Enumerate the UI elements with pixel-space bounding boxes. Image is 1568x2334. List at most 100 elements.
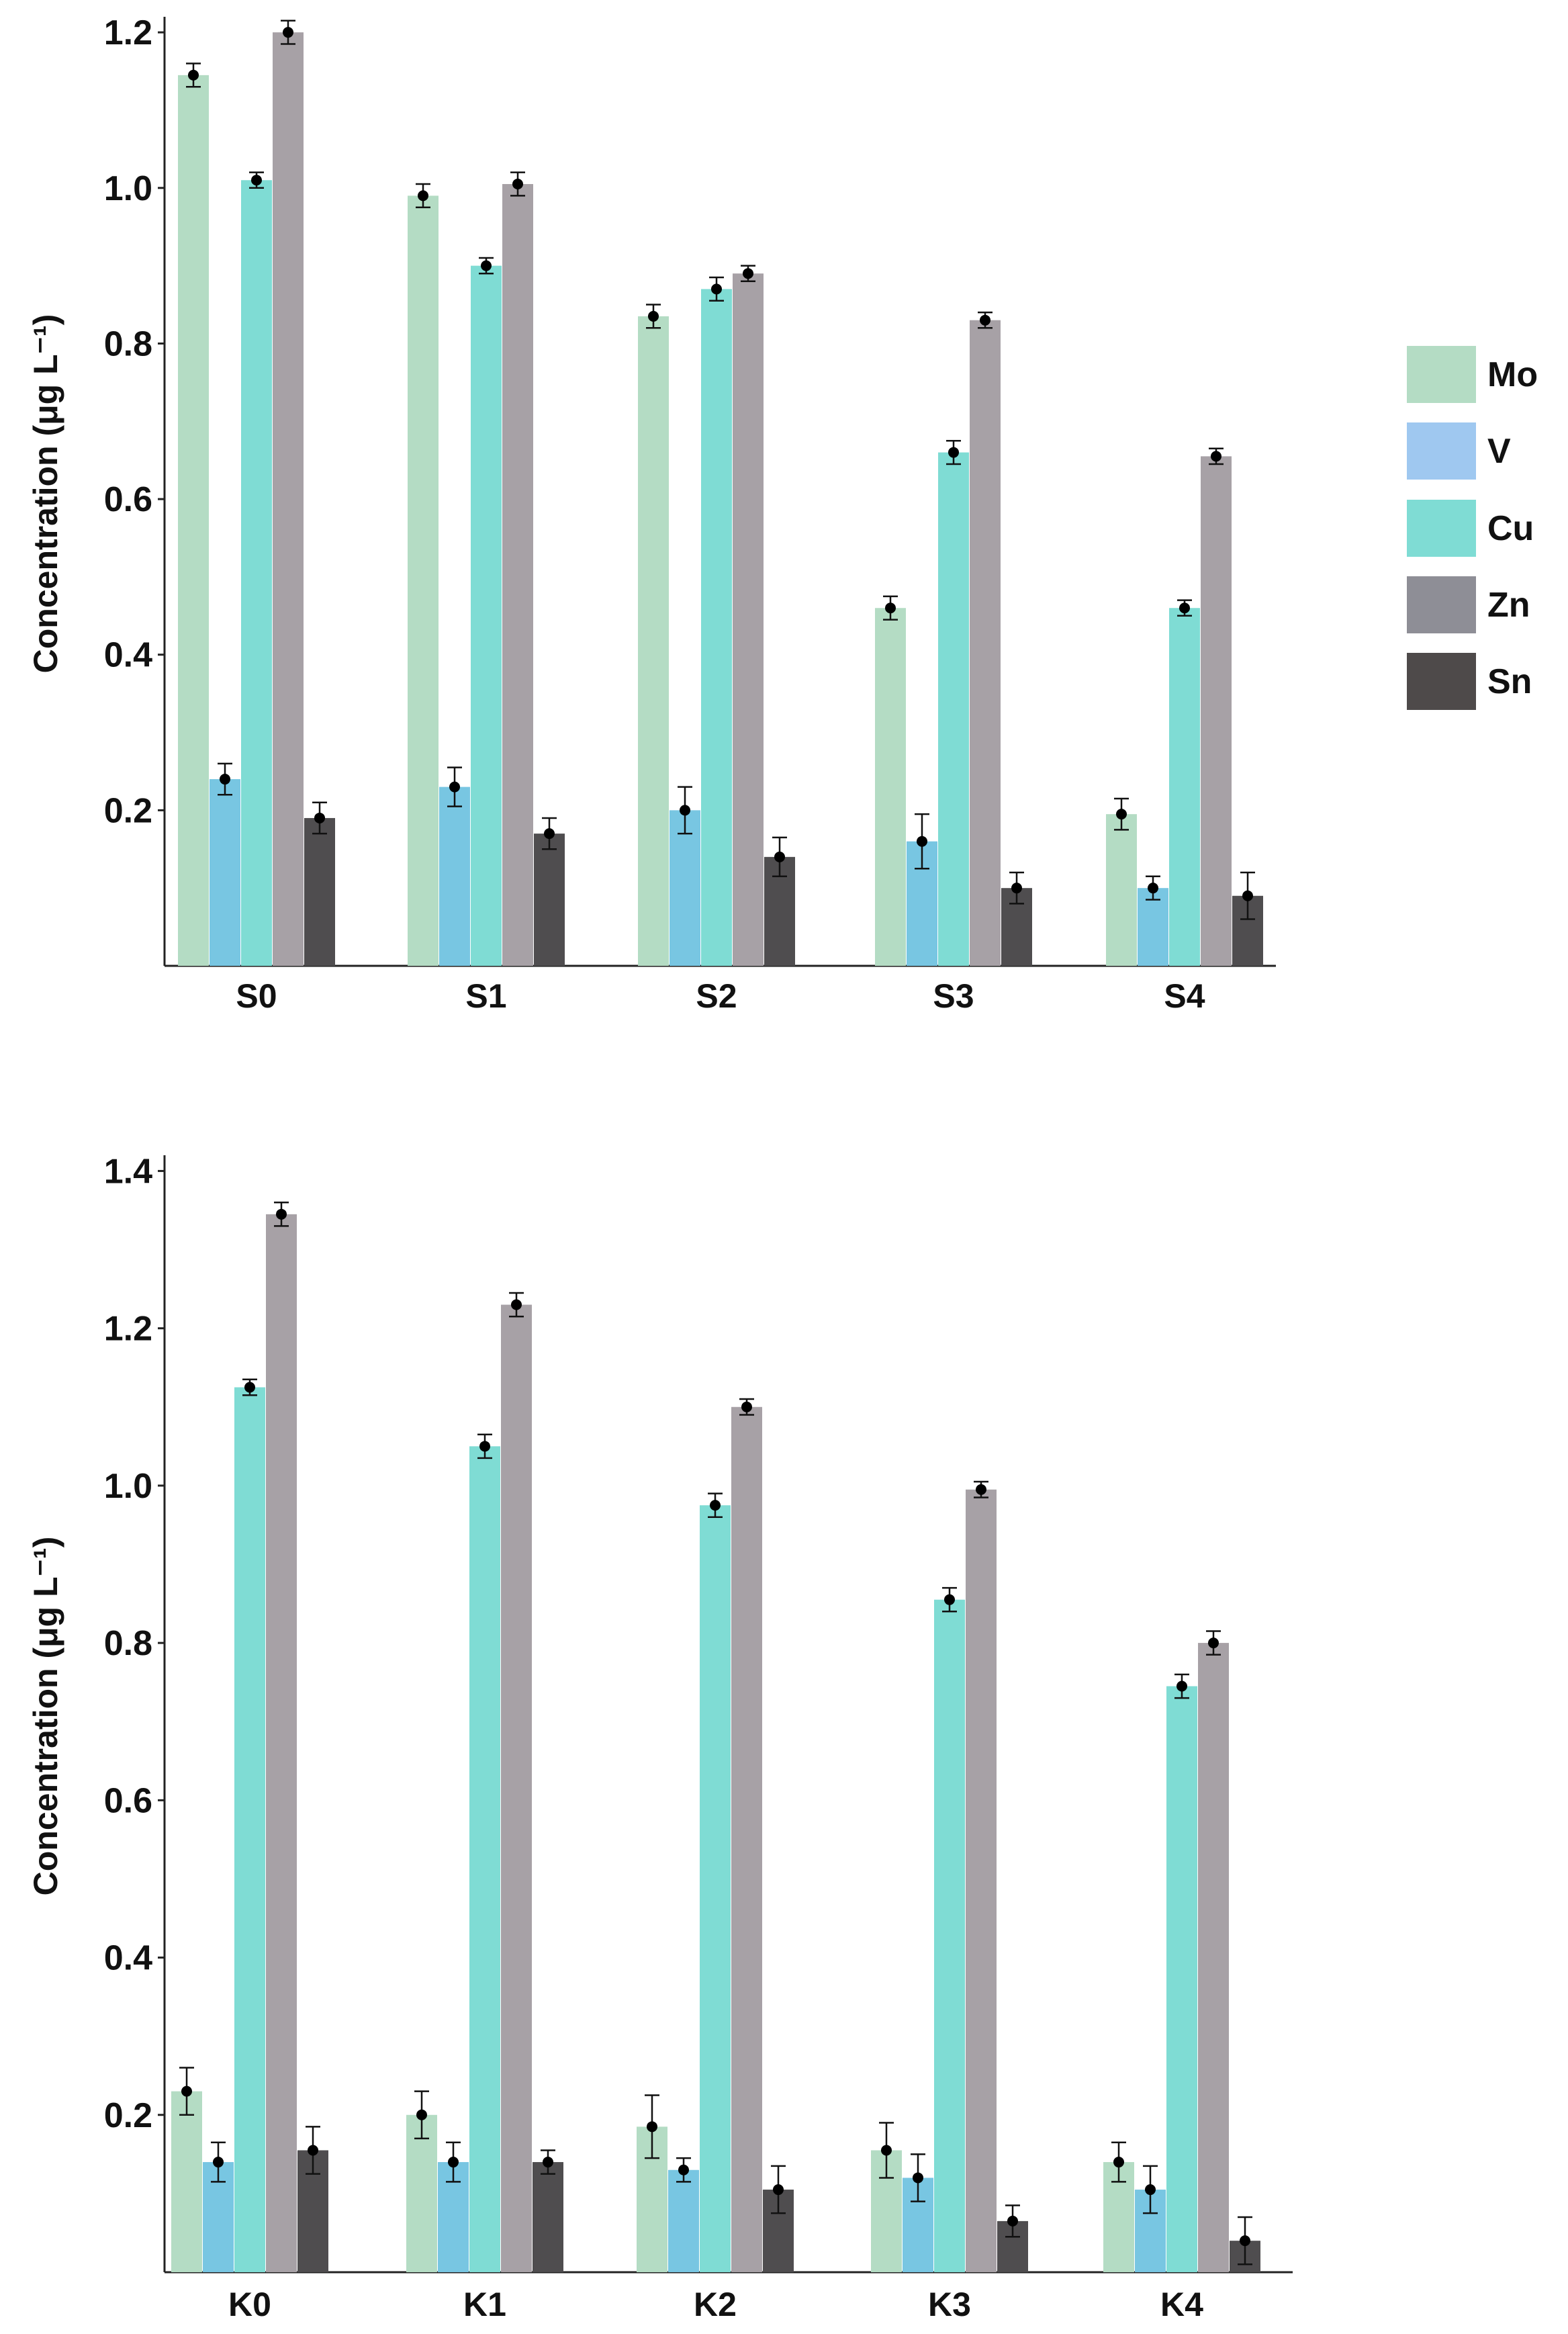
y-tick-label: 1.4 bbox=[104, 1152, 152, 1191]
point-s4-v bbox=[1148, 883, 1158, 894]
bar-s4-cu bbox=[1169, 608, 1200, 966]
point-k4-zn bbox=[1208, 1637, 1219, 1649]
legend-label-zn: Zn bbox=[1487, 586, 1530, 625]
bar-s0-cu bbox=[241, 180, 272, 966]
point-s4-cu bbox=[1179, 602, 1190, 614]
bar-k2-cu bbox=[700, 1505, 731, 2272]
bar-s1-v bbox=[439, 787, 470, 966]
point-s3-mo bbox=[885, 602, 896, 614]
x-category-label: S0 bbox=[236, 977, 277, 1015]
bar-s2-mo bbox=[638, 316, 669, 966]
point-k0-v bbox=[213, 2157, 224, 2168]
point-s2-zn bbox=[743, 268, 753, 279]
y-tick-label: 0.6 bbox=[104, 480, 152, 519]
point-s2-v bbox=[680, 805, 690, 816]
point-k2-sn bbox=[773, 2184, 784, 2196]
y-tick-label: 0.6 bbox=[104, 1781, 152, 1820]
point-s4-sn bbox=[1242, 890, 1253, 901]
y-tick-label: 1.2 bbox=[104, 13, 152, 52]
bar-k4-zn bbox=[1198, 1643, 1229, 2272]
bar-s2-zn bbox=[733, 273, 764, 966]
y-tick-label: 0.2 bbox=[104, 2096, 152, 2135]
point-k0-cu bbox=[244, 1382, 255, 1393]
point-k1-sn bbox=[543, 2157, 553, 2168]
bar-k3-zn bbox=[966, 1489, 997, 2272]
x-category-label: S4 bbox=[1164, 977, 1205, 1015]
point-k2-v bbox=[678, 2164, 689, 2175]
point-k4-mo bbox=[1113, 2157, 1124, 2168]
bar-k1-zn bbox=[501, 1304, 532, 2272]
point-s0-mo bbox=[188, 69, 199, 81]
y-tick-label: 0.8 bbox=[104, 324, 152, 363]
y-tick-label: 1.0 bbox=[104, 169, 152, 208]
bottom-chart-panel: 0.2 0.4 0.6 0.8 1.0 1.2 1.4 Concentration (μg L… bbox=[27, 1152, 1293, 2323]
point-k1-mo bbox=[416, 2109, 427, 2120]
point-k3-cu bbox=[944, 1594, 955, 1605]
y-tick-label: 0.4 bbox=[104, 1939, 152, 1978]
point-s1-mo bbox=[418, 190, 428, 201]
point-s1-sn bbox=[544, 828, 555, 840]
x-category-label: S2 bbox=[696, 977, 737, 1015]
point-s4-zn bbox=[1211, 451, 1221, 462]
point-k2-zn bbox=[741, 1401, 752, 1412]
point-k0-mo bbox=[181, 2085, 192, 2097]
point-s3-v bbox=[917, 836, 927, 847]
y-axis-label: Concentration (μg L⁻¹) bbox=[27, 314, 64, 674]
x-category-label: K2 bbox=[694, 2286, 737, 2323]
legend-swatch-zn bbox=[1407, 576, 1476, 633]
bar-s4-mo bbox=[1106, 814, 1137, 966]
bar-k1-sn bbox=[533, 2162, 563, 2272]
point-k1-cu bbox=[479, 1441, 490, 1452]
legend: Mo V Cu Zn Sn bbox=[1407, 346, 1538, 710]
y-tick-label: 1.0 bbox=[104, 1467, 152, 1506]
point-s4-mo bbox=[1116, 809, 1127, 820]
point-s0-cu bbox=[251, 175, 262, 186]
x-category-label: K0 bbox=[228, 2286, 271, 2323]
point-s1-cu bbox=[481, 260, 492, 271]
point-s2-mo bbox=[648, 310, 659, 322]
legend-swatch-cu bbox=[1407, 500, 1476, 557]
y-tick-label: 0.2 bbox=[104, 791, 152, 830]
bar-s1-mo bbox=[408, 195, 439, 966]
point-k3-mo bbox=[881, 2145, 892, 2156]
point-k2-mo bbox=[647, 2121, 657, 2133]
point-s1-v bbox=[449, 781, 460, 793]
point-k3-v bbox=[913, 2172, 923, 2184]
x-category-label: K3 bbox=[928, 2286, 971, 2323]
bar-s0-mo bbox=[178, 75, 209, 967]
point-k0-zn bbox=[276, 1208, 287, 1220]
point-s0-zn bbox=[283, 27, 293, 38]
legend-label-mo: Mo bbox=[1487, 355, 1538, 394]
bar-s4-v bbox=[1138, 888, 1168, 966]
point-k4-cu bbox=[1177, 1680, 1187, 1692]
bar-s0-v bbox=[210, 779, 240, 966]
y-tick-label: 0.4 bbox=[104, 636, 152, 675]
bar-k2-zn bbox=[731, 1406, 762, 2272]
point-k1-zn bbox=[511, 1299, 522, 1310]
bar-s3-mo bbox=[875, 608, 906, 966]
x-category-label: K4 bbox=[1160, 2286, 1203, 2323]
bar-k0-mo bbox=[171, 2091, 202, 2272]
bar-k3-cu bbox=[934, 1599, 965, 2272]
bar-s3-zn bbox=[970, 320, 1001, 966]
legend-label-v: V bbox=[1487, 432, 1511, 471]
bar-s1-zn bbox=[502, 184, 533, 966]
bar-k0-zn bbox=[266, 1214, 297, 2272]
x-category-label: S3 bbox=[933, 977, 974, 1015]
point-k4-sn bbox=[1240, 2235, 1250, 2247]
bar-s0-sn bbox=[304, 817, 335, 966]
point-s3-zn bbox=[980, 314, 990, 326]
bar-s1-sn bbox=[534, 834, 565, 966]
bar-s4-zn bbox=[1201, 456, 1232, 966]
point-k4-v bbox=[1145, 2184, 1156, 2196]
point-s0-sn bbox=[314, 812, 325, 823]
y-tick-label: 0.8 bbox=[104, 1624, 152, 1663]
bar-s1-cu bbox=[471, 265, 502, 967]
legend-swatch-v bbox=[1407, 422, 1476, 480]
bar-s3-cu bbox=[938, 452, 969, 966]
point-s1-zn bbox=[512, 179, 523, 190]
point-k3-sn bbox=[1007, 2215, 1018, 2227]
top-chart-panel: 0.2 0.4 0.6 0.8 1.0 1.2 Concentration (μg L⁻¹)… bbox=[27, 13, 1276, 1015]
point-k0-sn bbox=[308, 2145, 318, 2156]
